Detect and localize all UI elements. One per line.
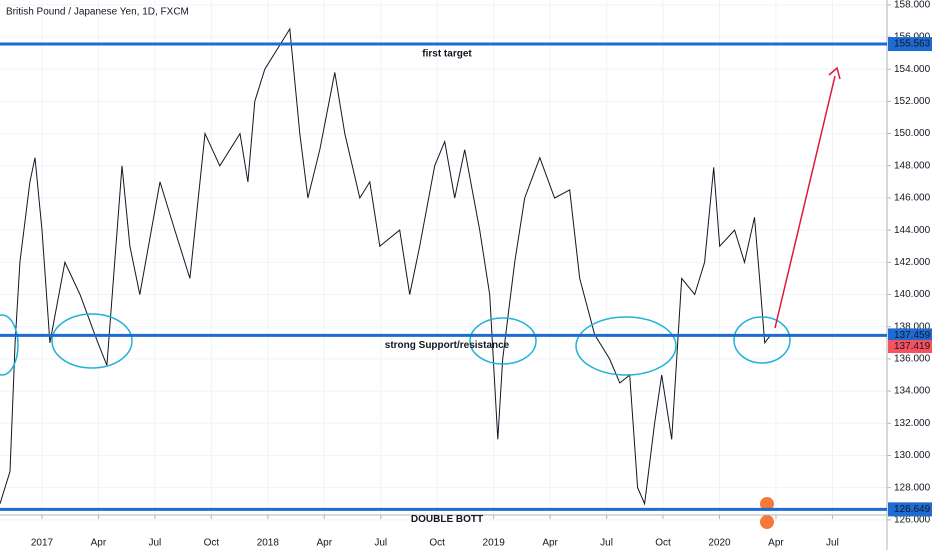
level-price-label: 137.459 xyxy=(894,330,931,341)
y-tick-label: 138.000 xyxy=(894,321,931,332)
last-price-label: 137.419 xyxy=(894,341,931,352)
x-tick-label: Jul xyxy=(148,538,161,549)
x-tick-label: Oct xyxy=(655,538,671,549)
circle xyxy=(733,316,791,364)
icon xyxy=(760,515,774,529)
y-tick-label: 150.000 xyxy=(894,128,931,139)
x-tick-label: Jul xyxy=(600,538,613,549)
level-price-label: 126.649 xyxy=(894,504,931,515)
chart-title: British Pound / Japanese Yen, 1D, FXCM xyxy=(6,7,189,18)
level-price-box xyxy=(888,328,932,343)
level-annotation: first target xyxy=(422,49,472,60)
x-tick-label: Jul xyxy=(374,538,387,549)
circle xyxy=(51,313,133,369)
y-tick-label: 148.000 xyxy=(894,160,931,171)
y-tick-label: 134.000 xyxy=(894,386,931,397)
grid xyxy=(0,0,887,521)
x-tick-label: Apr xyxy=(91,538,107,549)
y-tick-label: 154.000 xyxy=(894,64,931,75)
y-tick-label: 146.000 xyxy=(894,193,931,204)
last-price-box xyxy=(888,340,932,354)
y-tick-label: 130.000 xyxy=(894,450,931,461)
arrow xyxy=(774,75,836,329)
x-tick-label: 2018 xyxy=(257,538,280,549)
circle xyxy=(0,314,19,376)
x-tick-label: Oct xyxy=(429,538,445,549)
y-tick-label: 144.000 xyxy=(894,225,931,236)
y-tick-label: 152.000 xyxy=(894,96,931,107)
level-price-label: 155.563 xyxy=(894,39,931,50)
x-tick-label: Jul xyxy=(826,538,839,549)
x-tick-label: Oct xyxy=(204,538,220,549)
y-tick-label: 128.000 xyxy=(894,482,931,493)
level-price-box xyxy=(888,37,932,52)
x-tick-label: 2020 xyxy=(708,538,731,549)
y-tick-label: 142.000 xyxy=(894,257,931,268)
plot xyxy=(0,27,770,506)
level-annotation: DOUBLE BOTT xyxy=(411,514,483,525)
level-annotation: strong Support/resistance xyxy=(385,340,510,351)
y-tick-label: 132.000 xyxy=(894,418,931,429)
x-tick-label: 2019 xyxy=(483,538,506,549)
x-tick-label: Apr xyxy=(768,538,784,549)
x-tick-label: Apr xyxy=(316,538,332,549)
y-tick-label: 140.000 xyxy=(894,289,931,300)
price-line xyxy=(0,27,770,506)
y-tick-label: 126.000 xyxy=(894,514,931,525)
circle xyxy=(575,316,677,376)
level-price-box xyxy=(888,502,932,517)
circle xyxy=(469,317,537,365)
x-tick-label: 2017 xyxy=(31,538,54,549)
icon xyxy=(760,497,774,511)
y-tick-label: 136.000 xyxy=(894,354,931,365)
x-tick-label: Apr xyxy=(542,538,558,549)
y-tick-label: 158.000 xyxy=(894,0,931,10)
arrow-head xyxy=(828,66,841,80)
